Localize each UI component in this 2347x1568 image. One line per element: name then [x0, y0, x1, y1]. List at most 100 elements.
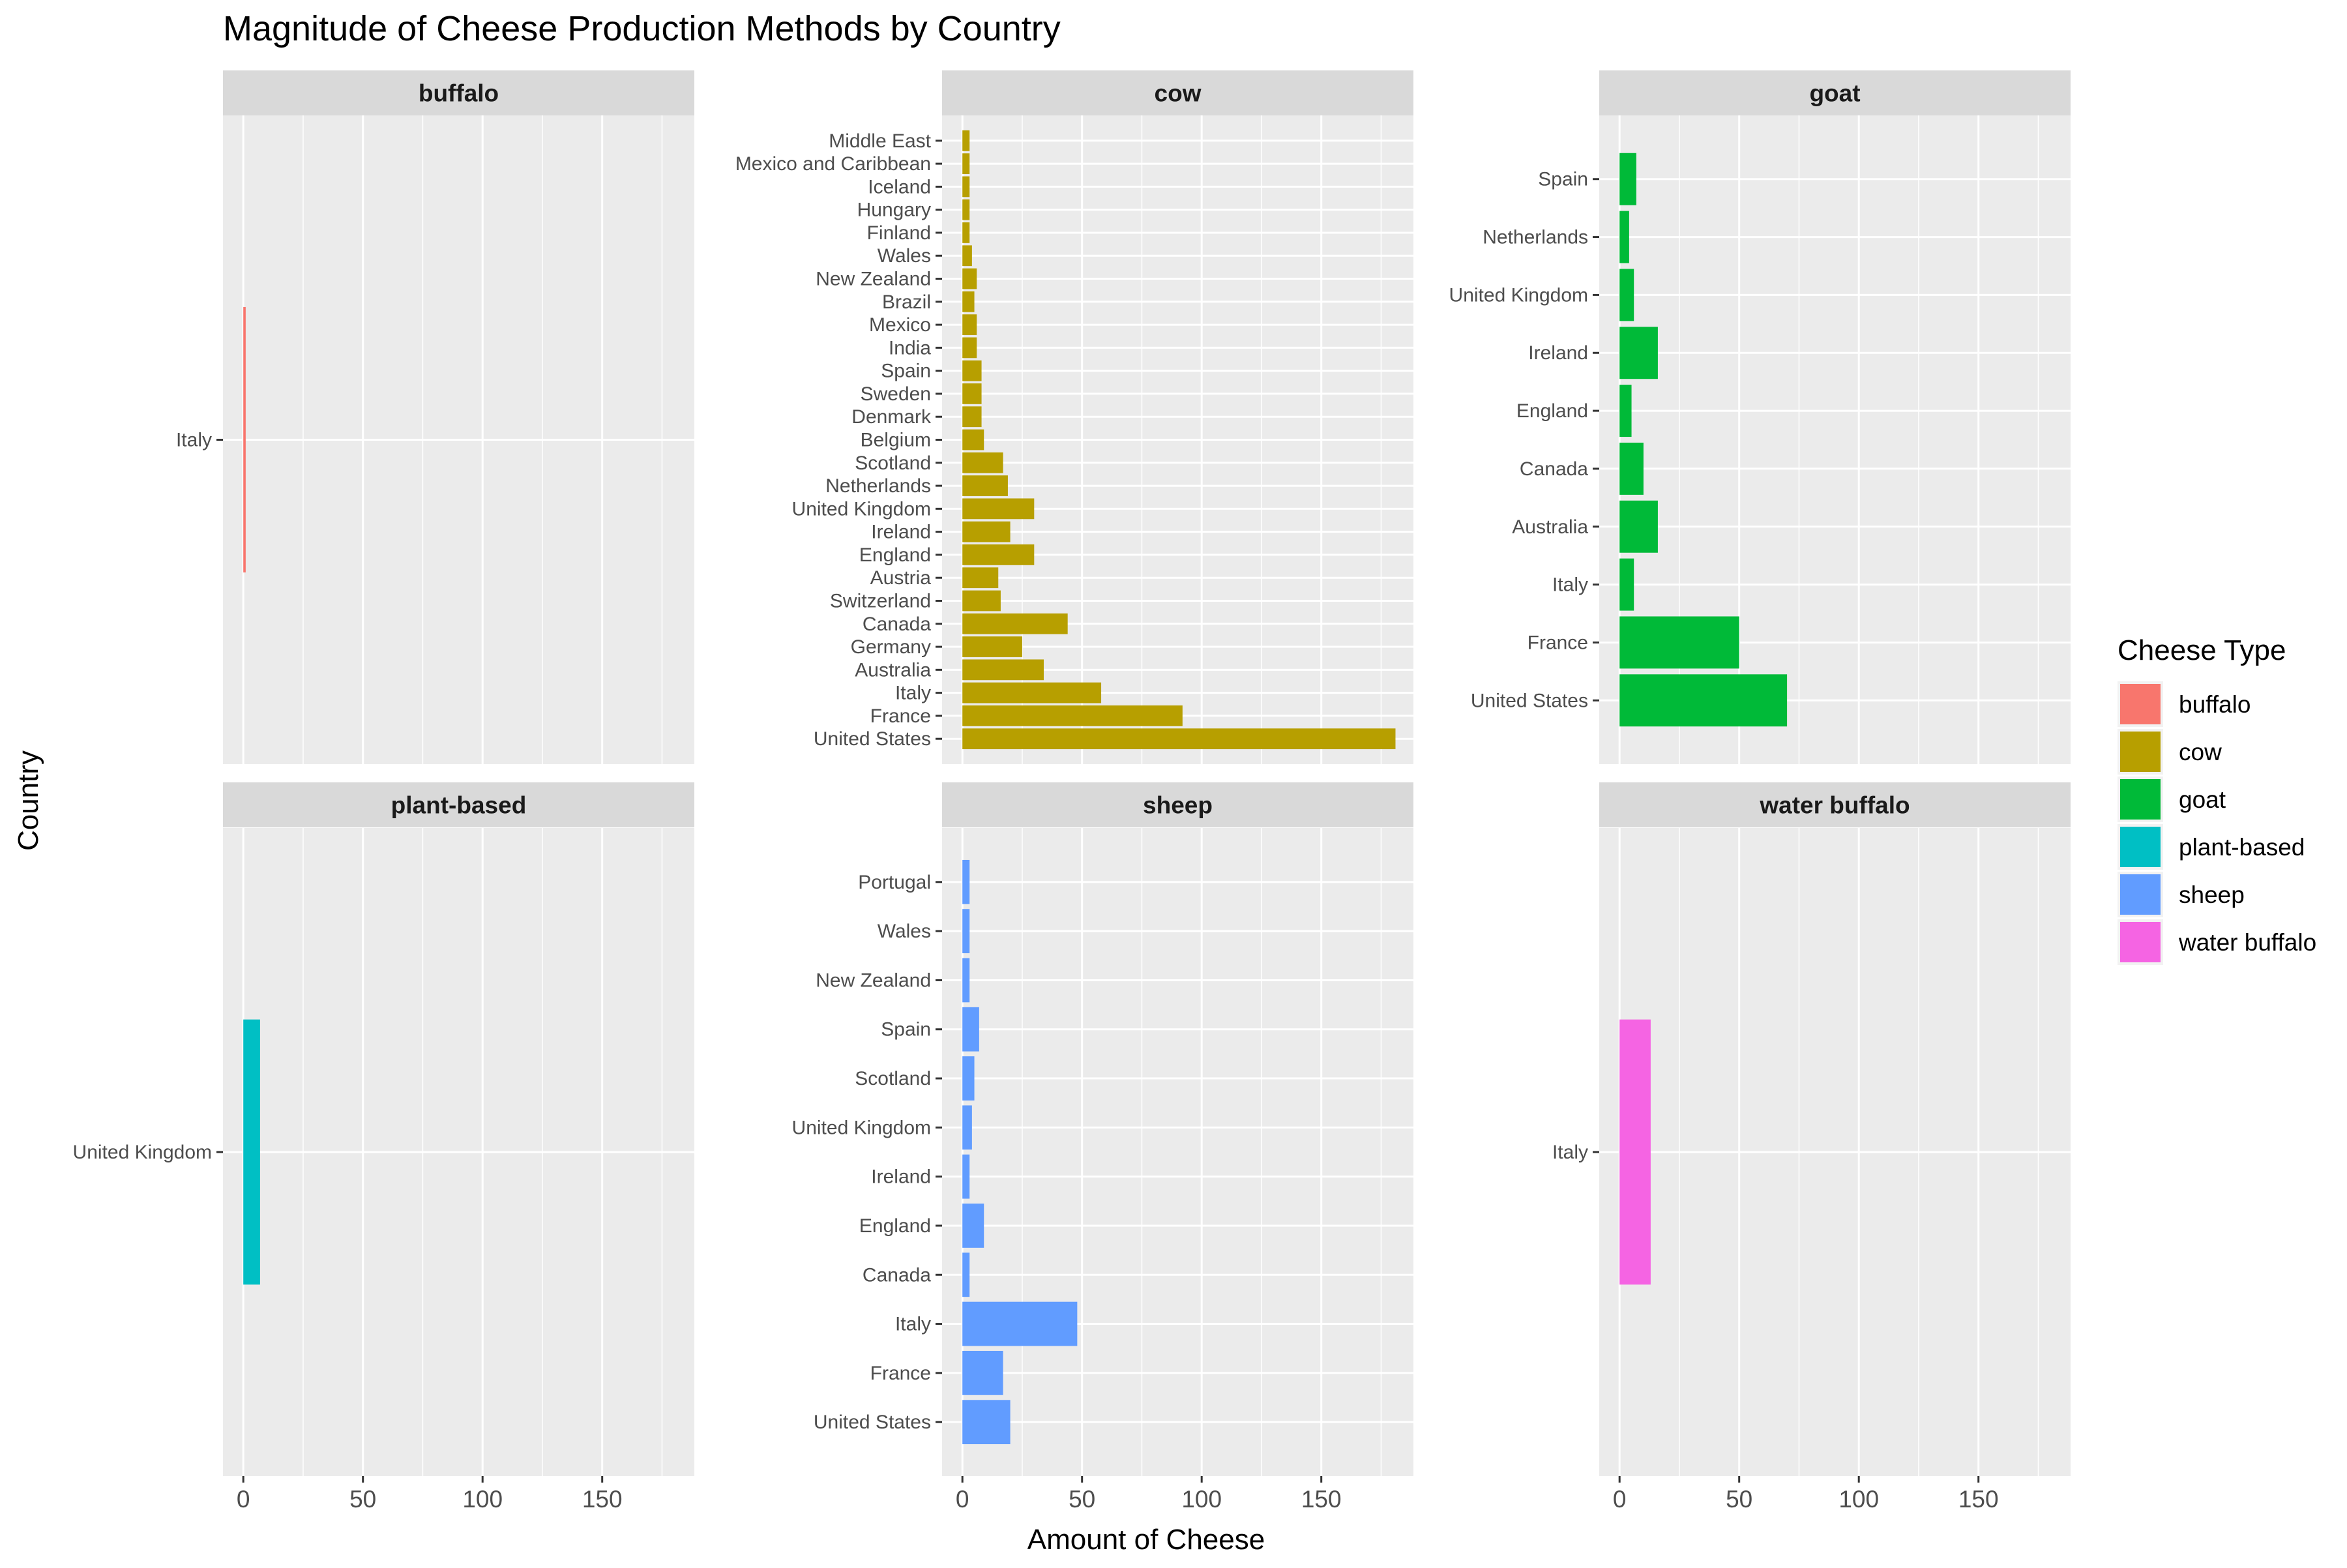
- bar-netherlands: [1619, 211, 1629, 263]
- bar-ireland: [962, 521, 1011, 542]
- y-tick-label: Denmark: [851, 406, 932, 428]
- y-tick-label: New Zealand: [816, 969, 931, 991]
- y-tick-label: Netherlands: [825, 475, 931, 497]
- facet-strip-label: water buffalo: [1759, 792, 1910, 819]
- x-tick-label: 100: [1181, 1486, 1222, 1513]
- facet-panel-cow: cow United StatesFranceItalyAustraliaGerm…: [735, 70, 1413, 764]
- y-tick-label: Spain: [881, 1019, 931, 1041]
- y-tick-label: Australia: [855, 659, 931, 681]
- y-tick-label: Scotland: [855, 452, 931, 474]
- facet-panel-sheep: sheep United States France Italy Canada Engla…: [792, 782, 1413, 1513]
- facet-strip-label: buffalo: [419, 80, 499, 107]
- y-tick-label: Australia: [1512, 516, 1588, 538]
- facet-strip: [223, 782, 694, 827]
- y-tick-label: Canada: [863, 614, 931, 635]
- bar-england: [1619, 385, 1632, 437]
- legend-swatch-goat: [2120, 779, 2161, 820]
- y-tick-label: Italy: [176, 430, 212, 451]
- facet-panel-goat: goat United States France Italy Australia Can…: [1449, 70, 2071, 764]
- y-tick-label: Ireland: [871, 522, 931, 543]
- bar-scotland: [962, 1056, 975, 1101]
- chart-title: Magnitude of Cheese Production Methods b…: [223, 9, 1061, 48]
- y-tick-label: Ireland: [1528, 342, 1588, 364]
- facet-strip-label: sheep: [1143, 792, 1213, 819]
- y-tick-label: United States: [814, 728, 931, 750]
- bar-united-states: [1619, 674, 1788, 727]
- y-tick-label: Italy: [895, 683, 931, 704]
- bar-united-kingdom: [962, 498, 1035, 520]
- y-tick-label: Brazil: [882, 291, 931, 313]
- bar-spain: [1619, 153, 1636, 205]
- y-tick-label: Italy: [1552, 1142, 1588, 1163]
- y-tick-label: Sweden: [861, 383, 931, 405]
- bar-united-kingdom: [243, 1019, 260, 1285]
- bar-united-kingdom: [1619, 269, 1634, 321]
- bar-spain: [962, 1007, 979, 1052]
- facet-strip: [223, 70, 694, 115]
- y-tick-label: Finland: [867, 222, 931, 244]
- y-tick-label: United Kingdom: [792, 1117, 931, 1138]
- bar-mexico-and-caribbean: [962, 153, 970, 174]
- x-tick-label: 100: [462, 1486, 503, 1513]
- y-tick-label: Hungary: [857, 200, 931, 221]
- bar-italy: [962, 1301, 1078, 1346]
- x-tick-label: 0: [237, 1486, 250, 1513]
- legend-label: sheep: [2179, 881, 2245, 908]
- legend-label: plant-based: [2179, 834, 2305, 861]
- bar-canada: [1619, 442, 1644, 495]
- bar-italy: [1619, 558, 1634, 611]
- legend-swatch-cow: [2120, 732, 2161, 772]
- x-tick-label: 150: [1301, 1486, 1342, 1513]
- x-axis-title: Amount of Cheese: [1027, 1524, 1265, 1556]
- facet-strip-label: goat: [1809, 80, 1860, 107]
- y-tick-label: Netherlands: [1483, 227, 1588, 248]
- bar-mexico: [962, 314, 977, 335]
- y-tick-label: France: [870, 705, 931, 727]
- y-tick-label: England: [859, 544, 931, 566]
- facet-strip-label: cow: [1155, 80, 1202, 107]
- bar-germany: [962, 636, 1022, 657]
- y-tick-label: United Kingdom: [73, 1142, 212, 1163]
- panel-background: [942, 828, 1413, 1476]
- y-tick-label: United States: [814, 1412, 931, 1433]
- y-tick-label: Spain: [881, 361, 931, 382]
- y-tick-label: Ireland: [871, 1166, 931, 1188]
- bar-england: [962, 544, 1035, 565]
- legend-label: buffalo: [2179, 691, 2251, 718]
- x-tick-label: 100: [1838, 1486, 1879, 1513]
- bar-england: [962, 1204, 984, 1248]
- legend-swatch-water-buffalo: [2120, 922, 2161, 962]
- x-tick-label: 150: [582, 1486, 623, 1513]
- bar-ireland: [962, 1154, 970, 1199]
- x-tick-label: 0: [956, 1486, 969, 1513]
- bar-hungary: [962, 199, 970, 220]
- y-tick-label: Mexico: [869, 314, 931, 336]
- bar-middle-east: [962, 130, 970, 151]
- bar-switzerland: [962, 590, 1001, 612]
- y-tick-label: Belgium: [861, 430, 931, 451]
- legend-swatch-sheep: [2120, 874, 2161, 915]
- y-tick-label: Scotland: [855, 1068, 931, 1089]
- facet-panel-buffalo: buffalo Italy: [176, 70, 694, 764]
- x-tick-label: 150: [1958, 1486, 1999, 1513]
- bar-sweden: [962, 383, 982, 404]
- y-axis-title: Country: [12, 750, 44, 851]
- bar-spain: [962, 360, 982, 381]
- bar-australia: [1619, 500, 1658, 553]
- bar-scotland: [962, 452, 1003, 473]
- y-tick-label: New Zealand: [816, 269, 931, 290]
- bar-denmark: [962, 406, 982, 428]
- bar-finland: [962, 222, 970, 243]
- bar-france: [962, 1350, 1003, 1395]
- y-tick-label: Austria: [870, 567, 932, 589]
- y-tick-label: Spain: [1538, 169, 1588, 190]
- bar-new-zealand: [962, 268, 977, 289]
- facet-strip: [1599, 70, 2071, 115]
- x-tick-label: 50: [1726, 1486, 1752, 1513]
- legend-label: cow: [2179, 739, 2222, 765]
- bar-france: [1619, 616, 1739, 669]
- bar-italy: [243, 306, 246, 573]
- facet-strip: [942, 70, 1413, 115]
- y-tick-label: Middle East: [829, 130, 931, 152]
